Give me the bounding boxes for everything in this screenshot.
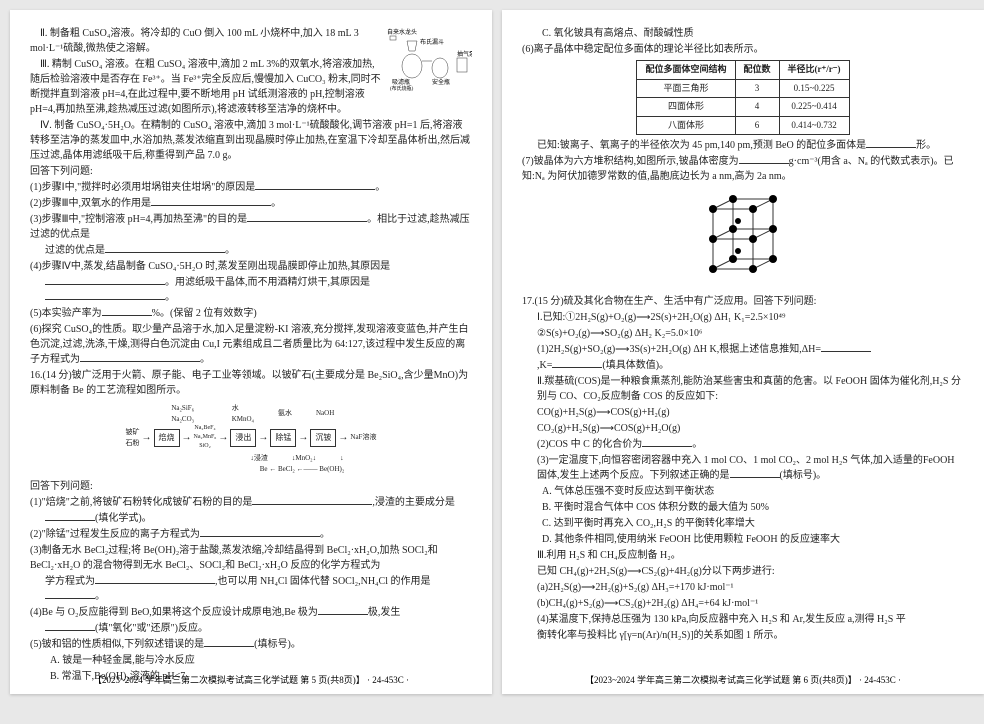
q17-3-d: D. 其他条件相同,使用纳米 FeOOH 比使用颗粒 FeOOH 的反应速率大 (542, 532, 964, 547)
page-container: 自来水龙头 布氏漏斗 吸滤瓶 (布氏烧瓶) 安全瓶 抽气泵 Ⅱ. 制备粗 CuS… (10, 10, 984, 714)
page-5: 自来水龙头 布氏漏斗 吸滤瓶 (布氏烧瓶) 安全瓶 抽气泵 Ⅱ. 制备粗 CuS… (10, 10, 492, 694)
crystal-diagram (683, 189, 803, 289)
q17-III: Ⅲ.利用 H₂S 和 CH₄反应制备 H₂。 (522, 548, 964, 563)
th-2: 配位数 (735, 61, 779, 80)
q17-2: (2)COS 中 C 的化合价为。 (522, 437, 964, 452)
q17-4: (4)某温度下,保持总压强为 130 kPa,向反应器中充入 H₂S 和 Ar,… (522, 612, 964, 627)
q2: (2)步骤Ⅲ中,双氧水的作用是。 (30, 196, 472, 211)
q17-3-a: A. 气体总压强不变时反应达到平衡状态 (542, 484, 964, 499)
svg-text:(布氏烧瓶): (布氏烧瓶) (390, 85, 414, 92)
ratio-table: 配位多面体空间结构 配位数 半径比(r⁺/r⁻) 平面三角形 3 0.15~0.… (636, 60, 849, 135)
table-row: 四面体形 4 0.225~0.414 (637, 98, 849, 117)
q16-4-cont: (填"氧化"或"还原")反应。 (30, 621, 472, 636)
svg-text:布氏漏斗: 布氏漏斗 (420, 38, 444, 46)
opt-c-cont: C. 氧化铍具有高熔点、耐酸碱性质 (522, 26, 964, 41)
q17-II-r2: CO₂(g)+H₂S(g)⟶COS(g)+H₂O(g) (522, 421, 964, 436)
page-5-content: 自来水龙头 布氏漏斗 吸滤瓶 (布氏烧瓶) 安全瓶 抽气泵 Ⅱ. 制备粗 CuS… (30, 26, 472, 684)
flow-node-3: 除锰 (270, 429, 296, 447)
svg-text:安全瓶: 安全瓶 (432, 78, 450, 86)
q16-1-text: (1)"焙烧"之前,将铍矿石粉转化成铍矿石粉的目的是 (30, 497, 252, 508)
tap-label: 自来水龙头 (387, 28, 417, 36)
q17-1-tail2: (填具体数值)。 (602, 360, 669, 371)
q17-III-b: (b)CH₄(g)+S₂(g)⟶CS₂(g)+2H₂(g) ΔH₄=+64 kJ… (522, 596, 964, 611)
q6: (6)探究 CuSO₄的性质。取少量产品溶于水,加入足量淀粉-KI 溶液,充分搅… (30, 322, 472, 367)
th-3: 半径比(r⁺/r⁻) (779, 61, 849, 80)
q16-1-cont: (填化学式)。 (30, 511, 472, 526)
q16-2: (2)"除锰"过程发生反应的离子方程式为。 (30, 527, 472, 542)
q2-text: (2)步骤Ⅲ中,双氧水的作用是 (30, 198, 151, 209)
q16-2-text: (2)"除锰"过程发生反应的离子方程式为 (30, 529, 200, 540)
q17-3-options: A. 气体总压强不变时反应达到平衡状态 B. 平衡时混合气体中 COS 体积分数… (522, 484, 964, 547)
opt-a: A. 铍是一种轻金属,能与冷水反应 (50, 653, 472, 668)
page-6-content: C. 氧化铍具有高熔点、耐酸碱性质 (6)离子晶体中稳定配位多面体的理论半径比如… (522, 26, 964, 643)
footer-6: 【2023~2024 学年高三第二次模拟考试高三化学试题 第 6 页(共8页)】… (502, 673, 984, 686)
q1: (1)步骤Ⅰ中,"搅拌时必须用坩埚钳夹住坩埚"的原因是。 (30, 180, 472, 195)
q16-4: (4)Be 与 O₂反应能得到 BeO,如果将这个反应设计成原电池,Be 极为 极… (30, 605, 472, 620)
answer-prompt: 回答下列问题: (30, 164, 472, 179)
q16-title: 16.(14 分)铍广泛用于火箭、原子能、电子工业等领域。以铍矿石(主要成分是 … (30, 368, 472, 398)
q17-3: (3)一定温度下,向恒容密闭容器中充入 1 mol CO、1 mol CO₂、2… (522, 453, 964, 483)
q17-1-cont: ,K= (填具体数值)。 (522, 358, 964, 373)
q3: (3)步骤Ⅲ中,"控制溶液 pH=4,再加热至沸"的目的是。相比于过滤,趁热减压… (30, 212, 472, 242)
table-row: 八面体形 6 0.414~0.732 (637, 116, 849, 135)
page-6: C. 氧化铍具有高熔点、耐酸碱性质 (6)离子晶体中稳定配位多面体的理论半径比如… (502, 10, 984, 694)
q4: (4)步骤Ⅳ中,蒸发,结晶制备 CuSO₄·5H₂O 时,蒸发至刚出现晶膜即停止… (30, 259, 472, 274)
q16-4-tail2: (填"氧化"或"还原")反应。 (95, 623, 208, 634)
q17-title: 17.(15 分)硫及其化合物在生产、生活中有广泛应用。回答下列问题: (522, 294, 964, 309)
q4-tail: 。用滤纸吸干晶体,而不用酒精灯烘干,其原因是 (165, 277, 370, 288)
q16-6: (6)离子晶体中稳定配位多面体的理论半径比如表所示。 (522, 42, 964, 57)
flow-node-4: 沉铍 (310, 429, 336, 447)
q17-1-tail: ,K= (537, 360, 552, 371)
q17-1: (1)2H₂S(g)+SO₂(g)⟶3S(s)+2H₂O(g) ΔH K,根据上… (522, 342, 964, 357)
q16-prompt: 回答下列问题: (30, 479, 472, 494)
flow-node-2: 浸出 (230, 429, 256, 447)
q17-II-r1: CO(g)+H₂S(g)⟶COS(g)+H₂(g) (522, 405, 964, 420)
q16-3-tail: ,也可以用 NH₄Cl 固体代替 SOCl₂,NH₄Cl 的作用是 (215, 576, 430, 587)
q16-3-cont: 学方程式为,也可以用 NH₄Cl 固体代替 SOCl₂,NH₄Cl 的作用是。 (30, 574, 472, 604)
q16-4-tail: 极,发生 (368, 607, 401, 618)
q17-III-text: 已知 CH₄(g)+2H₂S(g)⟶CS₂(g)+4H₂(g)分以下两步进行: (522, 564, 964, 579)
q4-cont: 。用滤纸吸干晶体,而不用酒精灯烘干,其原因是。 (30, 275, 472, 305)
q16-6-tail: 形。 (916, 140, 936, 151)
q16-5: (5)铍和铝的性质相似,下列叙述错误的是 (填标号)。 (30, 637, 472, 652)
q16-3: (3)制备无水 BeCl₂过程;将 Be(OH)₂溶于盐酸,蒸发浓缩,冷却结晶得… (30, 543, 472, 573)
flow-node-1: 焙烧 (154, 429, 180, 447)
q16-6-body: 已知:铍离子、氧离子的半径依次为 45 pm,140 pm,预测 BeO 的配位… (537, 140, 866, 151)
q4-text: (4)步骤Ⅳ中,蒸发,结晶制备 CuSO₄·5H₂O 时,蒸发至刚出现晶膜即停止… (30, 261, 390, 272)
q17-I: Ⅰ.已知:①2H₂S(g)+O₂(g)⟶2S(s)+2H₂O(g) ΔH₁ K₁… (522, 310, 964, 325)
footer-5: 【2023~2024 学年高三第二次模拟考试高三化学试题 第 5 页(共8页)】… (10, 673, 492, 686)
q16-7: (7)铍晶体为六方堆积结构,如图所示,铍晶体密度为g·cm⁻³(用含 a、Nₐ … (522, 154, 964, 184)
q16-5-tail: (填标号)。 (254, 639, 301, 650)
q17-III-a: (a)2H₂S(g)⟶2H₂(g)+S₂(g) ΔH₃=+170 kJ·mol⁻… (522, 580, 964, 595)
svg-text:抽气泵: 抽气泵 (457, 50, 472, 58)
table-row: 平面三角形 3 0.15~0.225 (637, 79, 849, 98)
q16-5-text: (5)铍和铝的性质相似,下列叙述错误的是 (30, 639, 204, 650)
q3-text: (3)步骤Ⅲ中,"控制溶液 pH=4,再加热至沸"的目的是 (30, 214, 247, 225)
q5-text: (5)本实验产率为 (30, 308, 102, 319)
opt-c: C. 氧化铍具有高熔点、耐酸碱性质 (542, 26, 964, 41)
q16-1: (1)"焙烧"之前,将铍矿石粉转化成铍矿石粉的目的是 ,浸渣的主要成分是 (30, 495, 472, 510)
q16-6-text: 已知:铍离子、氧离子的半径依次为 45 pm,140 pm,预测 BeO 的配位… (522, 138, 964, 153)
q1-text: (1)步骤Ⅰ中,"搅拌时必须用坩埚钳夹住坩埚"的原因是 (30, 182, 255, 193)
q17-I-2: ②S(s)+O₂(g)⟶SO₂(g) ΔH₂ K₂=5.0×10⁶ (522, 326, 964, 341)
q5-tail: %。(保留 2 位有效数字) (152, 308, 257, 319)
svg-text:吸滤瓶: 吸滤瓶 (392, 78, 410, 86)
q17-2-text: (2)COS 中 C 的化合价为 (537, 439, 642, 450)
q16-1-tail: ,浸渣的主要成分是 (372, 497, 455, 508)
q17-3-b: B. 平衡时混合气体中 COS 体积分数的最大值为 50% (542, 500, 964, 515)
q5: (5)本实验产率为 %。(保留 2 位有效数字) (30, 306, 472, 321)
flow-diagram: Na₂SiF₆Na₂CO₃ 水KMnO₄ 氨水 NaOH 铍矿石粉 → 焙烧 →… (111, 403, 391, 474)
apparatus-diagram: 自来水龙头 布氏漏斗 吸滤瓶 (布氏烧瓶) 安全瓶 抽气泵 (382, 26, 472, 96)
th-1: 配位多面体空间结构 (637, 61, 735, 80)
q17-3-c: C. 达到平衡时再充入 CO₂,H₂S 的平衡转化率增大 (542, 516, 964, 531)
section-4: Ⅳ. 制备 CuSO₄·5H₂O。在精制的 CuSO₄ 溶液中,滴加 3 mol… (30, 118, 472, 163)
q16-7-text: (7)铍晶体为六方堆积结构,如图所示,铍晶体密度为 (522, 156, 739, 167)
q17-1-text: (1)2H₂S(g)+SO₂(g)⟶3S(s)+2H₂O(g) ΔH K,根据上… (537, 344, 821, 355)
q3-cont: 过滤的优点是。 (30, 243, 472, 258)
q17-II: Ⅱ.羰基硫(COS)是一种粮食熏蒸剂,能防治某些害虫和真菌的危害。以 FeOOH… (522, 374, 964, 404)
q17-3-tail: (填标号)。 (780, 470, 827, 481)
q17-4-tail: 衡转化率与投料比 γ[γ=n(Ar)/n(H₂S)]的关系如图 1 所示。 (522, 628, 964, 643)
q16-4-text: (4)Be 与 O₂反应能得到 BeO,如果将这个反应设计成原电池,Be 极为 (30, 607, 318, 618)
q16-1-tail2: (填化学式)。 (95, 513, 152, 524)
